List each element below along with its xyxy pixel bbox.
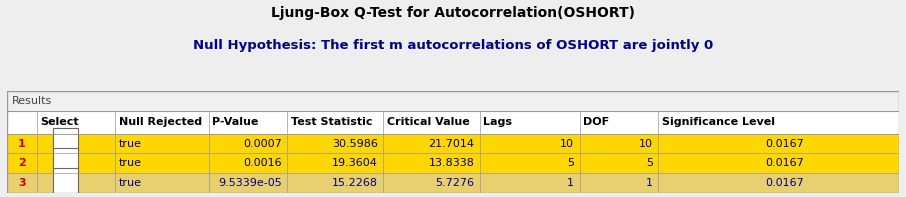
Text: true: true [119,158,141,168]
Text: 0.0007: 0.0007 [243,138,282,149]
Text: 1: 1 [567,178,574,188]
Bar [7,134,899,153]
Text: P-Value: P-Value [212,117,259,127]
Text: Ljung-Box Q-Test for Autocorrelation(OSHORT): Ljung-Box Q-Test for Autocorrelation(OSH… [271,6,635,20]
Text: Lags: Lags [483,117,512,127]
Text: Null Hypothesis: The first m autocorrelations of OSHORT are jointly 0: Null Hypothesis: The first m autocorrela… [193,39,713,52]
Text: DOF: DOF [583,117,609,127]
Bar [53,168,78,197]
Text: 19.3604: 19.3604 [333,158,378,168]
Bar [7,91,899,111]
Text: 0.0167: 0.0167 [766,138,805,149]
Text: Test Statistic: Test Statistic [291,117,372,127]
Text: 5: 5 [567,158,574,168]
Text: Critical Value: Critical Value [387,117,470,127]
Text: 10: 10 [560,138,574,149]
Text: Results: Results [12,96,52,106]
Text: 0.0016: 0.0016 [243,158,282,168]
Bar [7,153,899,173]
Text: 15.2268: 15.2268 [333,178,378,188]
Text: 1: 1 [18,138,26,149]
Text: Null Rejected: Null Rejected [119,117,202,127]
Text: 9.5339e-05: 9.5339e-05 [218,178,282,188]
Text: 13.8338: 13.8338 [429,158,475,168]
Text: 21.7014: 21.7014 [429,138,475,149]
Text: 2: 2 [18,158,26,168]
Text: 0.0167: 0.0167 [766,158,805,168]
Text: 10: 10 [639,138,652,149]
Text: 5: 5 [646,158,652,168]
Text: 3: 3 [18,178,25,188]
Text: 1: 1 [646,178,652,188]
Text: true: true [119,178,141,188]
Text: 0.0167: 0.0167 [766,178,805,188]
Bar [53,128,78,159]
Text: true: true [119,138,141,149]
Bar [7,111,899,134]
Bar [7,173,899,193]
Text: 5.7276: 5.7276 [436,178,475,188]
Text: Select: Select [40,117,79,127]
Text: Significance Level: Significance Level [661,117,775,127]
Text: 30.5986: 30.5986 [333,138,378,149]
Bar [53,148,78,179]
